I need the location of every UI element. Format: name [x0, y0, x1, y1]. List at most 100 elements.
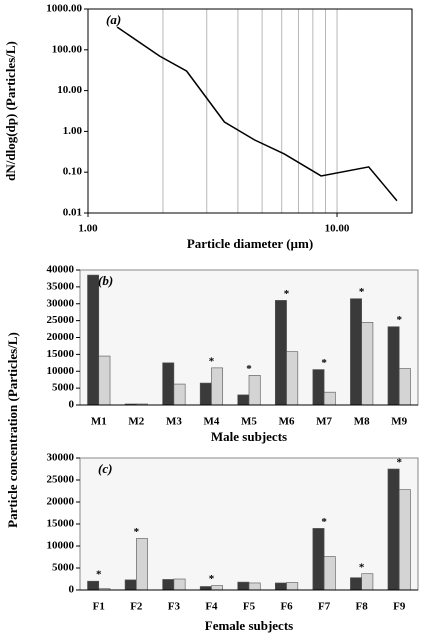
- y-tick-label: 10000: [47, 540, 75, 552]
- bar: [124, 579, 137, 591]
- bar: [361, 322, 374, 406]
- x-axis-label: Male subjects: [211, 429, 287, 444]
- x-tick-label: M2: [128, 416, 144, 428]
- significance-mark: *: [396, 314, 402, 326]
- x-tick-label: M5: [241, 416, 257, 428]
- bar: [350, 577, 362, 591]
- y-tick-label: 1000.00: [46, 3, 82, 15]
- y-tick-label: 10.00: [57, 84, 82, 96]
- x-tick-label: M9: [391, 416, 407, 428]
- significance-mark: *: [359, 286, 365, 298]
- bar: [274, 300, 287, 406]
- x-tick-label: M6: [279, 416, 295, 428]
- plot-frame: [87, 8, 413, 214]
- bar: [286, 582, 299, 591]
- bar: [162, 579, 175, 591]
- x-tick-label: M3: [166, 416, 182, 428]
- y-tick-label: 20000: [47, 496, 75, 508]
- significance-mark: *: [321, 357, 327, 369]
- bar: [237, 394, 250, 406]
- y-tick-label: 30000: [47, 297, 75, 309]
- significance-mark: *: [96, 569, 102, 581]
- x-tick-label: F7: [318, 601, 331, 613]
- x-tick-label: F4: [205, 601, 218, 613]
- y-tick-label: 0.01: [63, 207, 82, 219]
- y-tick-label: 0: [69, 584, 75, 596]
- y-axis-label: dN/dlog(dp) (Particles/L): [3, 41, 18, 181]
- x-tick-label: F8: [356, 601, 369, 613]
- bar: [248, 374, 261, 406]
- y-tick-label: 35000: [47, 280, 75, 292]
- y-axis-label: Particle concentration (Particles/L): [5, 332, 20, 528]
- significance-mark: *: [209, 573, 215, 585]
- bar: [274, 582, 287, 591]
- x-tick-label: 1.00: [78, 223, 98, 235]
- bar: [199, 382, 212, 406]
- bar: [211, 367, 224, 406]
- bar: [87, 274, 100, 406]
- x-axis-label: Female subjects: [205, 618, 293, 633]
- bar: [162, 362, 175, 406]
- bar: [248, 582, 261, 591]
- panel-label: (c): [98, 461, 112, 476]
- significance-mark: *: [396, 457, 402, 469]
- y-tick-label: 30000: [47, 452, 75, 464]
- bar: [323, 391, 336, 406]
- y-tick-label: 25000: [47, 314, 75, 326]
- bar: [173, 383, 186, 406]
- bar: [98, 355, 111, 406]
- x-tick-label: F2: [130, 601, 143, 613]
- y-tick-label: 0: [69, 399, 75, 411]
- y-tick-label: 100.00: [52, 43, 83, 55]
- bar: [361, 573, 374, 591]
- x-tick-label: 10.00: [325, 223, 350, 235]
- y-tick-label: 5000: [52, 382, 75, 394]
- bar: [173, 578, 186, 591]
- bar: [312, 528, 325, 591]
- x-axis-label: Particle diameter (µm): [187, 236, 313, 251]
- x-tick-label: M7: [316, 416, 332, 428]
- bar: [312, 369, 325, 406]
- y-tick-label: 1.00: [63, 125, 83, 137]
- significance-mark: *: [321, 516, 327, 528]
- bar: [387, 326, 400, 406]
- significance-mark: *: [134, 526, 140, 538]
- bar: [211, 585, 224, 591]
- y-tick-label: 20000: [47, 331, 75, 343]
- bar: [237, 581, 250, 591]
- x-tick-label: F5: [243, 601, 256, 613]
- x-tick-label: F1: [93, 601, 105, 613]
- bar: [398, 489, 411, 591]
- bar: [387, 468, 400, 591]
- y-tick-label: 10000: [47, 365, 75, 377]
- x-tick-label: M4: [203, 416, 219, 428]
- significance-mark: *: [284, 288, 290, 300]
- y-tick-label: 40000: [47, 264, 75, 276]
- x-tick-label: M8: [354, 416, 370, 428]
- data-line: [116, 26, 398, 202]
- bar: [136, 538, 148, 591]
- x-tick-label: F3: [168, 601, 181, 613]
- panel-label: (a): [106, 12, 121, 27]
- bar: [286, 351, 299, 406]
- y-tick-label: 15000: [47, 518, 75, 530]
- significance-mark: *: [209, 355, 215, 367]
- bar: [323, 556, 336, 591]
- y-tick-label: 0.10: [63, 166, 83, 178]
- bar: [87, 580, 100, 591]
- y-tick-label: 15000: [47, 348, 75, 360]
- y-tick-label: 5000: [52, 562, 75, 574]
- x-tick-label: F9: [393, 601, 406, 613]
- x-tick-label: F6: [280, 601, 293, 613]
- significance-mark: *: [246, 363, 252, 375]
- panel-label: (b): [98, 273, 113, 288]
- significance-mark: *: [359, 561, 365, 573]
- x-tick-label: M1: [91, 416, 107, 428]
- bar: [350, 298, 362, 406]
- bar: [398, 368, 411, 406]
- bar: [199, 586, 212, 591]
- plot-frame: [79, 457, 419, 591]
- y-tick-label: 25000: [47, 474, 75, 486]
